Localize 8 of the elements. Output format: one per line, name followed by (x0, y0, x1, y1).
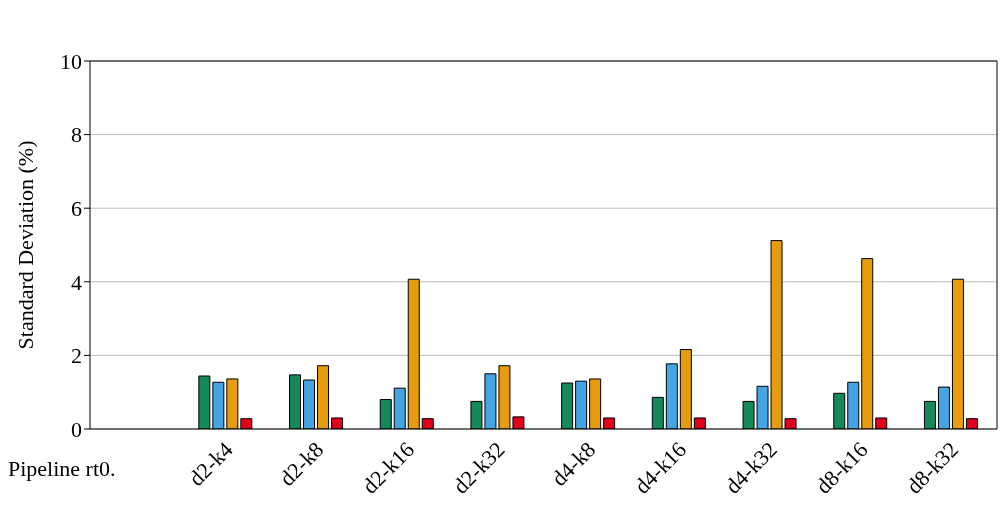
y-tick-label: 8 (71, 122, 82, 148)
y-axis-title: Standard Deviation (%) (12, 140, 38, 350)
text: Pipeline rt0. (8, 456, 116, 482)
y-tick-label: 2 (71, 343, 82, 369)
y-tick-label: 10 (60, 48, 82, 74)
y-tick-label: 6 (71, 196, 82, 222)
y-tick-label: 4 (71, 269, 82, 295)
y-tick-label: 0 (71, 416, 82, 442)
